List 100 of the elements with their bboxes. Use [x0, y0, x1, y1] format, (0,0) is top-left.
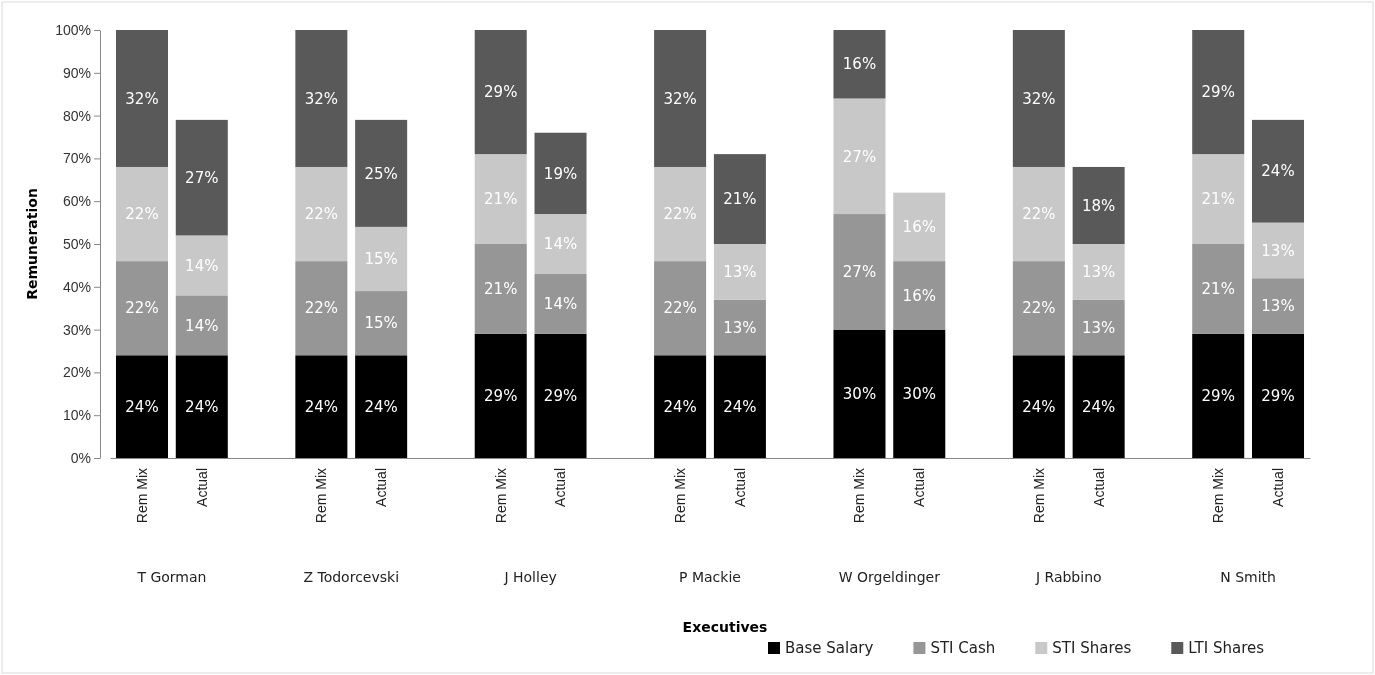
bar — [115, 355, 168, 458]
bar — [893, 261, 946, 330]
data-label: 29% — [484, 387, 518, 406]
data-label: 29% — [543, 387, 578, 406]
data-label: 16% — [842, 55, 877, 74]
bar — [713, 355, 766, 458]
data-label: 24% — [1081, 397, 1116, 416]
data-label: 19% — [543, 164, 578, 183]
y-tick-label: 0% — [70, 449, 91, 466]
data-label: 14% — [543, 295, 578, 314]
bar — [355, 355, 408, 458]
bar — [1192, 333, 1245, 458]
x-tick-label: Rem Mix — [313, 468, 330, 524]
data-label: 15% — [364, 314, 398, 333]
bar — [175, 295, 228, 356]
text: N Smith — [1220, 569, 1276, 585]
bar — [654, 261, 707, 356]
legend-label: LTI Shares — [1188, 639, 1265, 658]
bar — [295, 30, 348, 167]
x-tick-label: Actual — [193, 468, 210, 507]
y-tick-label: 90% — [62, 64, 91, 81]
y-tick-label: 60% — [62, 193, 91, 210]
data-label: 32% — [304, 89, 339, 108]
bar — [474, 30, 527, 155]
y-axis-title: Remuneration — [24, 188, 40, 300]
bar — [1072, 355, 1125, 458]
x-tick-label: Actual — [552, 468, 569, 507]
bar — [713, 244, 766, 300]
data-label: 24% — [304, 397, 339, 416]
bar — [893, 192, 946, 262]
text: Executives — [682, 619, 768, 635]
bar — [654, 166, 707, 262]
bar — [1072, 166, 1125, 244]
data-label: 29% — [1261, 387, 1295, 406]
bar — [1072, 299, 1125, 356]
x-tick-label: Rem Mix — [672, 468, 688, 524]
text: Z Todorcevski — [303, 569, 400, 585]
y-tick-label: 100% — [55, 21, 91, 38]
data-label: 24% — [185, 397, 219, 416]
bar — [534, 333, 587, 458]
data-label: 13% — [723, 318, 757, 337]
bar — [1012, 355, 1065, 458]
bar — [175, 119, 228, 236]
x-tick-label: Rem Mix — [1210, 468, 1227, 524]
data-label: 29% — [1201, 387, 1235, 406]
bar — [534, 132, 587, 215]
bar — [474, 244, 527, 334]
text: J Holley — [503, 569, 557, 585]
data-label: 21% — [484, 280, 518, 299]
x-tick-label: Rem Mix — [1030, 468, 1047, 524]
bar — [115, 30, 168, 167]
data-label: 24% — [663, 397, 697, 416]
data-label: 24% — [1022, 397, 1056, 416]
text: W Orgeldinger — [838, 569, 941, 585]
y-tick-label: 80% — [62, 107, 91, 124]
data-label: 30% — [902, 385, 936, 404]
bar — [474, 154, 527, 244]
x-tick-label: Actual — [731, 468, 748, 507]
y-tick-label: 20% — [62, 364, 91, 381]
text: P Mackie — [679, 569, 741, 585]
bar — [1252, 278, 1305, 334]
bar — [1192, 244, 1245, 334]
data-label: 24% — [364, 397, 398, 416]
data-label: 22% — [1022, 299, 1056, 318]
bar — [1252, 333, 1305, 458]
bar — [295, 261, 348, 356]
bar — [1012, 166, 1065, 262]
y-tick-label: 40% — [62, 278, 91, 295]
data-label: 22% — [663, 299, 697, 318]
data-label: 21% — [723, 190, 757, 209]
bar — [833, 98, 886, 215]
data-label: 27% — [842, 263, 877, 282]
bar — [713, 154, 766, 244]
bar — [1012, 30, 1065, 167]
bar — [833, 214, 886, 330]
data-label: 16% — [902, 286, 936, 305]
data-label: 24% — [125, 397, 159, 416]
legend-label: STI Cash — [930, 639, 996, 658]
bar — [1192, 30, 1245, 155]
data-label: 27% — [185, 168, 219, 187]
x-tick-label: Actual — [911, 468, 928, 507]
x-tick-label: Actual — [1090, 468, 1107, 507]
bar — [295, 166, 348, 262]
bar — [1252, 119, 1305, 223]
bar — [1192, 154, 1245, 244]
x-tick-label: Actual — [373, 468, 390, 507]
bar — [534, 214, 587, 274]
bar — [1252, 222, 1305, 279]
data-label: 32% — [1022, 89, 1056, 108]
x-tick-label: Actual — [1269, 468, 1286, 507]
bar — [175, 355, 228, 458]
bar — [355, 226, 408, 292]
bar — [1072, 244, 1125, 300]
y-tick-label: 30% — [62, 321, 91, 338]
legend-label: Base Salary — [785, 639, 874, 658]
bar — [115, 261, 168, 356]
text: J Rabbino — [1034, 569, 1102, 585]
data-label: 24% — [723, 397, 757, 416]
bar — [115, 166, 168, 262]
data-label: 14% — [185, 316, 219, 335]
